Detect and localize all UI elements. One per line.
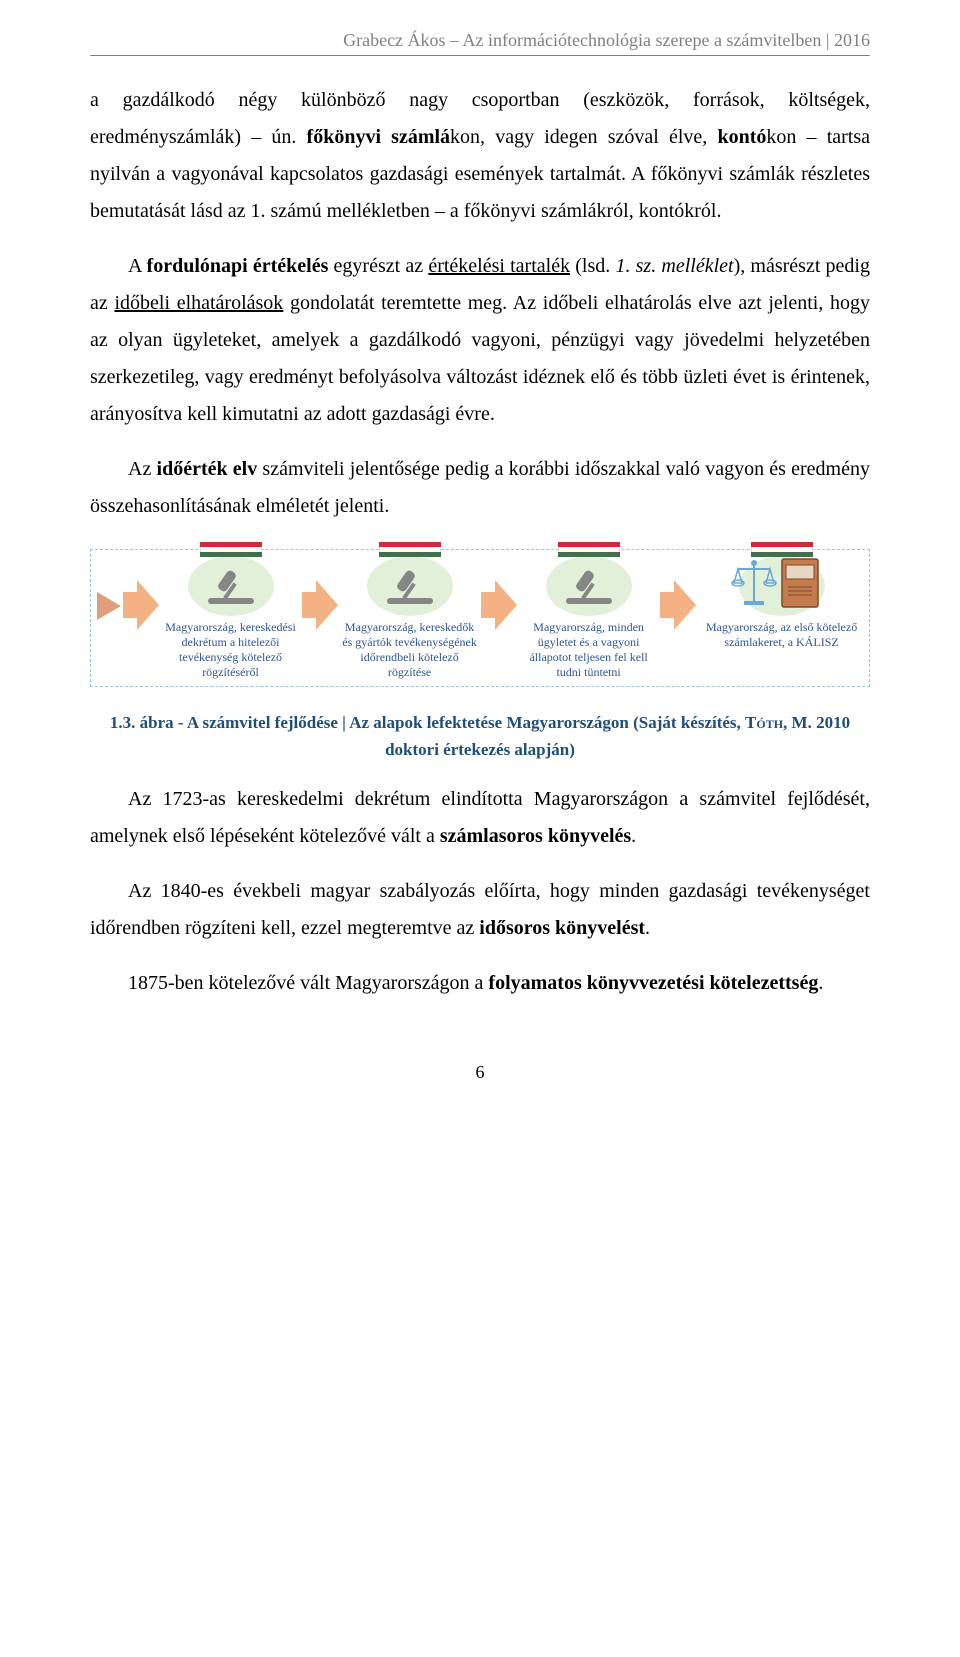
p2-text-c: egyrészt az [328, 255, 428, 277]
p2-text-e: (lsd. [570, 255, 615, 277]
p2-text-a: A [128, 255, 147, 277]
play-icon [97, 592, 121, 620]
p2-text-b: fordulónapi értékelés [147, 255, 329, 277]
p1-text-d: kontó [717, 126, 766, 148]
p2-text-h: időbeli elhatárolások [114, 292, 283, 314]
gavel-icon [546, 556, 632, 616]
p5-text-b: idősoros könyvelést [479, 917, 645, 939]
arrow-icon [302, 574, 338, 636]
figure-caption: 1.3. ábra - A számvitel fejlődése | Az a… [90, 709, 870, 763]
flag-icon [751, 542, 813, 557]
infographic-step-label: Magyarország, kereskedési dekrétum a hit… [161, 620, 300, 680]
infographic-container: Magyarország, kereskedési dekrétum a hit… [90, 549, 870, 687]
p3-text-a: Az [128, 458, 157, 480]
paragraph-1: a gazdálkodó négy különböző nagy csoport… [90, 82, 870, 230]
page-number: 6 [90, 1062, 870, 1083]
p4-text-b: számlasoros könyvelés [440, 825, 631, 847]
p2-text-d: értékelési tartalék [428, 255, 570, 277]
figcap-b: Tóth, M. [745, 713, 812, 732]
paragraph-5: Az 1840-es évekbeli magyar szabályozás e… [90, 873, 870, 947]
scale-book-icon [739, 556, 825, 616]
infographic-step-label: Magyarország, az első kötelező számlaker… [698, 620, 865, 650]
arrow-icon [481, 574, 517, 636]
infographic-step-label: Magyarország, kereskedők és gyártók tevé… [340, 620, 479, 680]
gavel-icon [367, 556, 453, 616]
arrow-icon [660, 574, 696, 636]
arrow-icon [123, 574, 159, 636]
p6-text-c: . [818, 972, 823, 994]
infographic-step: Magyarország, kereskedési dekrétum a hit… [161, 556, 300, 680]
infographic-row: Magyarország, kereskedési dekrétum a hit… [95, 556, 865, 680]
page-header: Grabecz Ákos – Az információtechnológia … [90, 30, 870, 56]
p6-text-b: folyamatos könyvvezetési kötelezettség [488, 972, 818, 994]
p4-text-c: . [631, 825, 636, 847]
infographic-step: Magyarország, kereskedők és gyártók tevé… [340, 556, 479, 680]
flag-icon [558, 542, 620, 557]
paragraph-4: Az 1723-as kereskedelmi dekrétum elindít… [90, 781, 870, 855]
infographic-step-label: Magyarország, minden ügyletet és a vagyo… [519, 620, 658, 680]
p1-text-b: főkönyvi számlá [307, 126, 451, 148]
infographic-step: Magyarország, az első kötelező számlaker… [698, 556, 865, 650]
gavel-icon [188, 556, 274, 616]
p3-text-b: időérték elv [157, 458, 258, 480]
p1-text-c: kon, vagy idegen szóval élve, [450, 126, 717, 148]
p6-text-a: 1875-ben kötelezővé vált Magyarországon … [128, 972, 488, 994]
p2-text-f: 1. sz. melléklet [615, 255, 733, 277]
paragraph-2: A fordulónapi értékelés egyrészt az érté… [90, 248, 870, 433]
p5-text-c: . [645, 917, 650, 939]
infographic-step: Magyarország, minden ügyletet és a vagyo… [519, 556, 658, 680]
paragraph-3: Az időérték elv számviteli jelentősége p… [90, 451, 870, 525]
flag-icon [200, 542, 262, 557]
paragraph-6: 1875-ben kötelezővé vált Magyarországon … [90, 965, 870, 1002]
flag-icon [379, 542, 441, 557]
figcap-a: 1.3. ábra - A számvitel fejlődése | Az a… [110, 713, 745, 732]
